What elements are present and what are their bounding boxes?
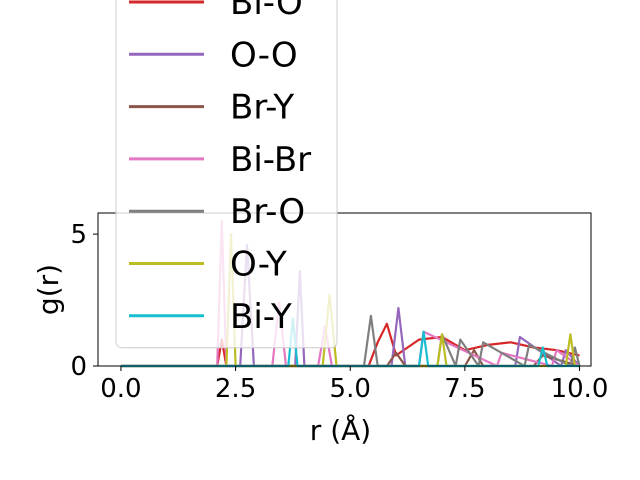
x-axis-label: r (Å) bbox=[310, 413, 371, 447]
x-tick-label: 2.5 bbox=[215, 374, 256, 404]
series-line-br-y bbox=[120, 349, 580, 368]
legend-label-bi-o: Bi-O bbox=[230, 0, 303, 23]
x-tick-label: 5.0 bbox=[330, 374, 371, 404]
legend-label-bi-br: Bi-Br bbox=[230, 140, 311, 180]
legend-label-bi-y: Bi-Y bbox=[230, 297, 292, 337]
plot-frame bbox=[97, 212, 592, 367]
x-tick-label: 0.0 bbox=[100, 374, 141, 404]
y-tick-label: 0 bbox=[70, 352, 87, 382]
y-axis-label: g(r) bbox=[32, 264, 65, 315]
legend-label-o-y: O-Y bbox=[230, 245, 287, 285]
legend: Bi-O O-O Br-Y Bi-Br Br-O O-Y Bi-Y bbox=[115, 0, 338, 349]
legend-label-br-o: Br-O bbox=[230, 192, 305, 232]
x-tick-label: 7.5 bbox=[444, 374, 485, 404]
axes-layer: 0.0 2.5 5.0 7.5 10.0 0 5 r (Å) g(r) bbox=[32, 212, 609, 447]
legend-label-o-o: O-O bbox=[230, 35, 298, 75]
legend-box bbox=[115, 0, 338, 349]
x-tick-label: 10.0 bbox=[551, 374, 609, 404]
series-line-br-o bbox=[120, 314, 581, 368]
legend-label-br-y: Br-Y bbox=[230, 88, 294, 128]
y-tick-label: 5 bbox=[70, 220, 87, 250]
series-line-bi-o bbox=[120, 322, 580, 368]
